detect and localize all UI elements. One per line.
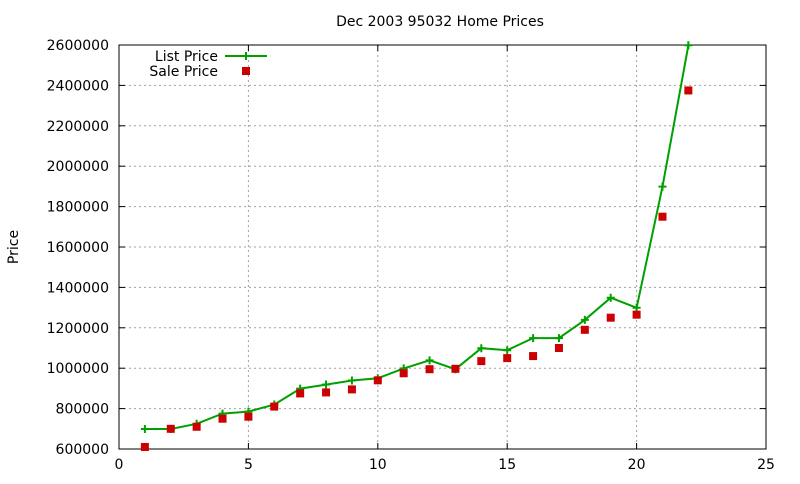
- list-price-point: [425, 356, 434, 365]
- sale-price-point: [218, 414, 227, 423]
- sale-price-point: [399, 369, 408, 378]
- sale-price-point: [347, 385, 356, 394]
- list-price-point: [658, 182, 667, 191]
- sale-price-point: [296, 389, 305, 398]
- legend-swatch-marker: [242, 67, 250, 75]
- y-tick-label: 2600000: [47, 38, 109, 54]
- sale-price-point: [529, 352, 538, 361]
- list-price-point: [632, 303, 641, 312]
- list-price-point: [684, 41, 693, 50]
- x-tick-label: 0: [115, 457, 124, 473]
- y-tick-label: 1200000: [47, 321, 109, 337]
- list-price-point: [580, 315, 589, 324]
- y-tick-label: 800000: [56, 402, 109, 418]
- list-price-line: [144, 45, 690, 430]
- x-tick-label: 25: [757, 457, 775, 473]
- list-price-point: [606, 293, 615, 302]
- x-tick-label: 15: [498, 457, 516, 473]
- y-tick-label: 2200000: [47, 119, 109, 135]
- list-price-point: [347, 376, 356, 385]
- list-price-point: [503, 346, 512, 355]
- sale-price-point: [192, 422, 201, 431]
- list-price-point: [529, 334, 538, 343]
- sale-price-point: [684, 86, 693, 95]
- plot-border: [118, 44, 767, 450]
- x-tick-label: 10: [369, 457, 387, 473]
- y-tick-label: 1600000: [47, 240, 109, 256]
- legend-label: List Price: [155, 49, 218, 65]
- legend-label: Sale Price: [149, 64, 218, 80]
- sale-price-point: [322, 388, 331, 397]
- list-price-point: [554, 334, 563, 343]
- sale-price-point: [166, 424, 175, 433]
- chart-title: Dec 2003 95032 Home Prices: [336, 14, 544, 30]
- x-tick-label: 20: [628, 457, 646, 473]
- sale-price-point: [503, 354, 512, 363]
- sale-price-point: [373, 376, 382, 385]
- sale-price-point: [477, 357, 486, 366]
- sale-price-point: [451, 364, 460, 373]
- y-tick-label: 1400000: [47, 280, 109, 296]
- sale-price-point: [140, 442, 149, 451]
- y-tick-label: 1000000: [47, 361, 109, 377]
- x-tick-label: 5: [244, 457, 253, 473]
- grid: [119, 45, 766, 449]
- y-tick-label: 600000: [56, 442, 109, 458]
- series-sale-price: [140, 86, 693, 451]
- y-tick-label: 1800000: [47, 200, 109, 216]
- series-layer: [140, 41, 693, 451]
- sale-price-point: [554, 344, 563, 352]
- sale-price-point: [580, 325, 589, 334]
- sale-price-point: [658, 212, 667, 221]
- sale-price-point: [244, 412, 253, 421]
- list-price-point: [477, 344, 486, 353]
- list-price-point: [140, 425, 149, 434]
- y-axis-label: Price: [6, 230, 22, 264]
- y-tick-label: 2400000: [47, 78, 109, 94]
- axes: [118, 44, 767, 450]
- legend-swatch-marker: [242, 52, 250, 60]
- tick-labels: 0 5 10 15 20 25 600000 800000 1000000 1200000 1400…: [47, 38, 775, 473]
- legend-item: List Price: [155, 49, 267, 65]
- sale-price-point: [606, 313, 615, 322]
- sale-price-point: [632, 310, 641, 319]
- sale-price-point: [270, 402, 279, 411]
- y-tick-label: 2000000: [47, 159, 109, 175]
- sale-price-point: [425, 365, 434, 374]
- list-price-point: [322, 380, 331, 389]
- series-list-price: [140, 41, 693, 434]
- legend-item: Sale Price: [149, 64, 250, 80]
